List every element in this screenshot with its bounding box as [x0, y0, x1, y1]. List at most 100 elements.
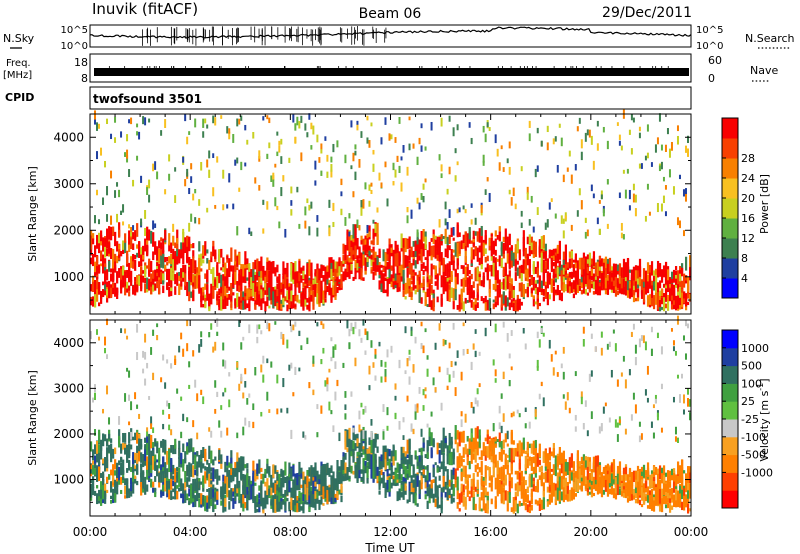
scatter-cell	[216, 391, 219, 398]
scatter-cell	[506, 244, 509, 254]
scatter-cell	[422, 243, 425, 250]
scatter-cell	[236, 281, 239, 292]
scatter-cell	[208, 259, 211, 271]
scatter-cell	[440, 164, 443, 172]
scatter-cell	[300, 267, 303, 274]
scatter-cell	[138, 413, 141, 419]
scatter-cell	[240, 161, 243, 171]
scatter-cell	[352, 241, 355, 252]
scatter-cell	[656, 282, 660, 293]
scatter-cell	[306, 337, 309, 345]
scatter-cell	[220, 500, 223, 506]
scatter-cell	[96, 266, 99, 279]
scatter-cell	[424, 494, 427, 500]
scatter-cell	[250, 278, 253, 290]
scatter-cell	[200, 161, 203, 171]
scatter-cell	[126, 335, 129, 340]
scatter-cell	[238, 319, 241, 327]
scatter-cell	[596, 217, 599, 225]
scatter-cell	[604, 268, 608, 278]
scatter-cell	[634, 270, 638, 282]
scatter-cell	[452, 227, 455, 236]
scatter-cell	[410, 275, 413, 279]
scatter-cell	[612, 280, 616, 287]
scatter-cell	[362, 446, 365, 452]
scatter-cell	[346, 229, 349, 242]
scatter-cell	[300, 484, 303, 489]
scatter-cell	[342, 243, 345, 255]
scatter-cell	[546, 263, 549, 270]
scatter-cell	[94, 245, 97, 258]
scatter-cell	[130, 226, 133, 236]
scatter-cell	[164, 264, 167, 270]
scatter-cell	[292, 479, 295, 485]
scatter-cell	[444, 238, 447, 244]
scatter-cell	[382, 479, 385, 487]
scatter-cell	[564, 256, 567, 264]
scatter-cell	[410, 270, 413, 280]
scatter-cell	[550, 257, 553, 272]
scatter-cell	[286, 407, 289, 414]
scatter-cell	[196, 393, 199, 402]
scatter-cell	[420, 472, 423, 476]
scatter-cell	[212, 246, 215, 257]
scatter-cell	[564, 270, 567, 275]
scatter-cell	[148, 478, 151, 481]
scatter-cell	[434, 484, 437, 498]
scatter-cell	[276, 408, 279, 415]
scatter-cell	[538, 302, 541, 307]
scatter-cell	[490, 264, 493, 277]
scatter-cell	[460, 293, 463, 297]
scatter-cell	[236, 361, 239, 368]
scatter-cell	[368, 140, 371, 148]
scatter-cell	[130, 477, 133, 492]
scatter-cell	[236, 461, 239, 474]
scatter-cell	[652, 275, 656, 280]
scatter-cell	[578, 257, 582, 270]
scatter-cell	[92, 238, 95, 245]
scatter-cell	[486, 268, 489, 280]
scatter-cell	[404, 282, 407, 295]
scatter-cell	[436, 465, 439, 470]
scatter-cell	[448, 454, 451, 466]
scatter-cell	[236, 255, 239, 266]
scatter-cell	[214, 492, 217, 500]
scatter-cell	[626, 168, 629, 174]
scatter-cell	[478, 351, 481, 356]
scatter-cell	[168, 256, 171, 264]
scatter-cell	[476, 247, 479, 262]
scatter-cell	[668, 296, 672, 300]
scatter-cell	[380, 469, 383, 476]
scatter-cell	[190, 244, 193, 249]
scatter-cell	[172, 496, 175, 500]
scatter-cell	[444, 264, 447, 277]
scatter-cell	[142, 368, 145, 374]
scatter-cell	[112, 249, 115, 264]
scatter-cell	[384, 161, 387, 168]
scatter-cell	[206, 258, 209, 264]
scatter-cell	[606, 223, 609, 229]
scatter-cell	[228, 469, 231, 476]
scatter-cell	[370, 249, 373, 253]
scatter-cell	[446, 245, 449, 252]
scatter-cell	[384, 361, 387, 368]
scatter-cell	[174, 274, 177, 285]
scatter-cell	[124, 443, 127, 448]
scatter-cell	[552, 286, 555, 302]
scatter-cell	[166, 468, 169, 483]
scatter-cell	[200, 288, 203, 302]
scatter-cell	[462, 205, 465, 210]
scatter-cell	[630, 148, 633, 155]
scatter-cell	[252, 282, 255, 297]
scatter-cell	[498, 479, 501, 490]
scatter-cell	[334, 281, 337, 297]
scatter-cell	[274, 267, 277, 277]
scatter-cell	[436, 467, 439, 473]
scatter-cell	[678, 220, 681, 229]
scatter-cell	[540, 140, 543, 147]
scatter-cell	[134, 465, 137, 469]
scatter-cell	[370, 340, 373, 348]
scatter-cell	[488, 444, 491, 448]
scatter-cell	[152, 232, 155, 246]
scatter-cell	[116, 241, 119, 252]
